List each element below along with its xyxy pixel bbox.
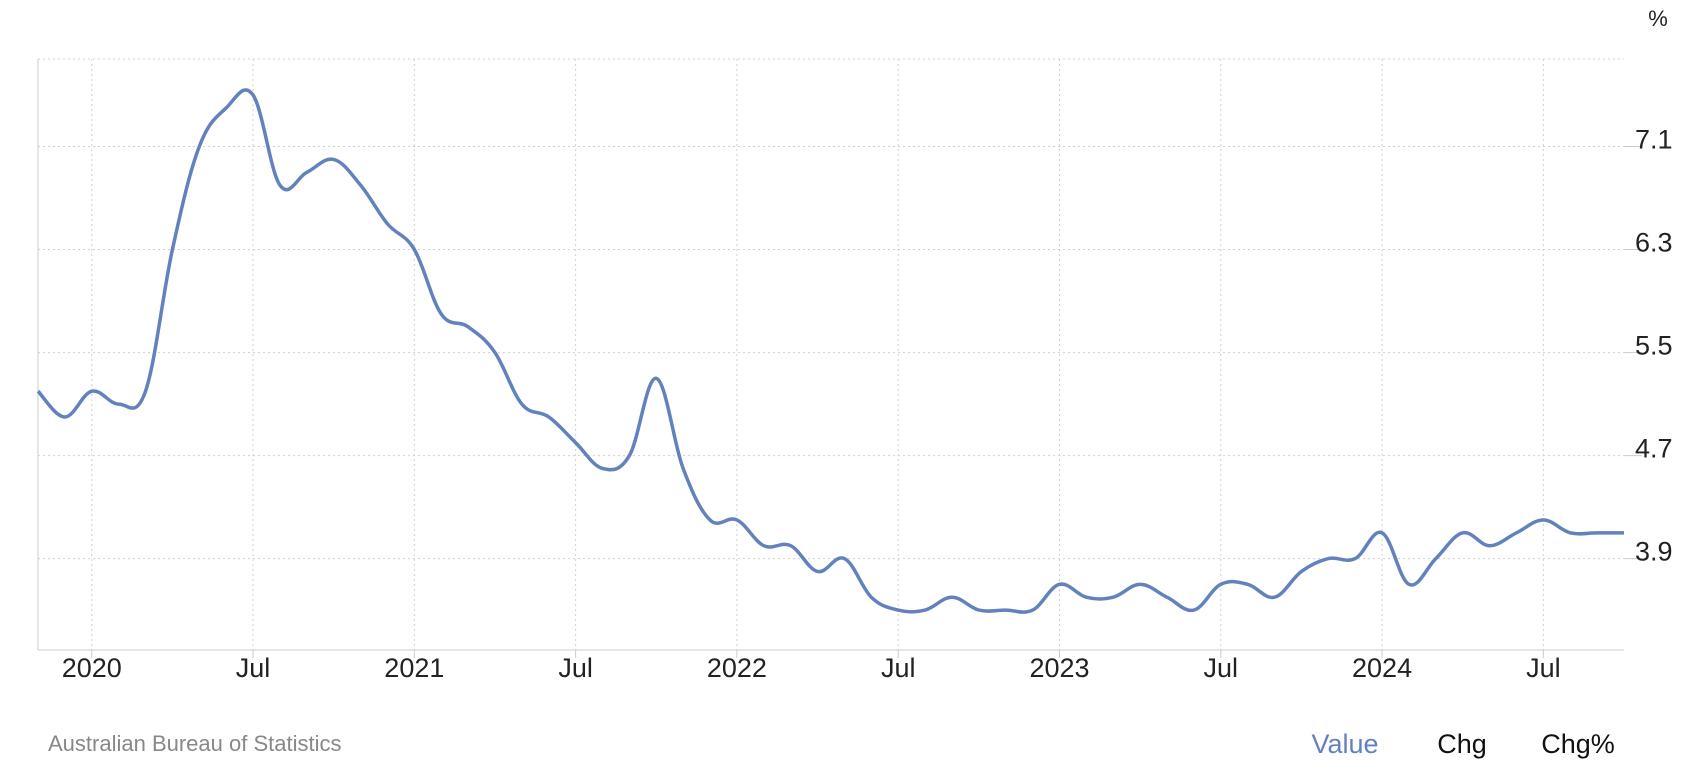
- x-tick-label: Jul: [1526, 653, 1561, 683]
- x-tick-label: 2021: [384, 653, 444, 683]
- y-tick-label: 4.7: [1635, 434, 1673, 464]
- y-tick-label: 5.5: [1635, 331, 1673, 361]
- tab[interactable]: Chg%: [1541, 729, 1615, 759]
- y-tick-label: 3.9: [1635, 537, 1673, 567]
- y-tick-label: 7.1: [1635, 125, 1673, 155]
- x-tick-label: 2022: [707, 653, 767, 683]
- x-tick-label: Jul: [236, 653, 271, 683]
- x-tick-label: Jul: [558, 653, 593, 683]
- x-tick-label: 2020: [62, 653, 122, 683]
- x-tick-label: 2023: [1029, 653, 1089, 683]
- tab[interactable]: Chg: [1437, 729, 1487, 759]
- x-tick-label: Jul: [881, 653, 916, 683]
- y-tick-label: 6.3: [1635, 228, 1673, 258]
- line-series: [36, 88, 1624, 614]
- x-tick-label: 2024: [1352, 653, 1412, 683]
- y-unit: %: [1648, 6, 1668, 31]
- source: Australian Bureau of Statistics: [48, 731, 341, 756]
- tab[interactable]: Value: [1311, 729, 1378, 759]
- x-tick-label: Jul: [1204, 653, 1239, 683]
